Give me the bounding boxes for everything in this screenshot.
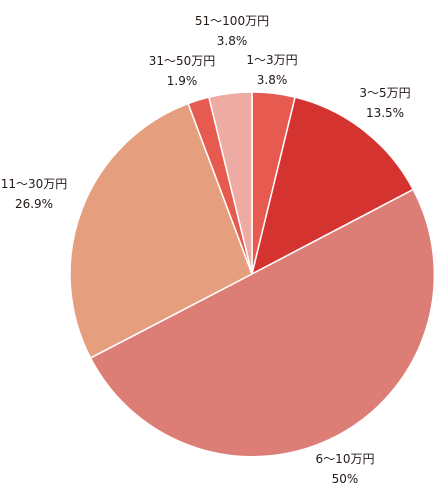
pie-slice: [69, 102, 253, 359]
slice-category-label: 11〜30万円: [1, 177, 68, 191]
slice-percent-label: 50%: [332, 472, 359, 484]
slice-percent-label: 1.9%: [167, 74, 198, 88]
slice-category-label: 51〜100万円: [195, 14, 269, 28]
slice-percent-label: 26.9%: [15, 197, 53, 211]
slice-category-label: 1〜3万円: [246, 53, 297, 67]
slice-percent-label: 3.8%: [257, 73, 288, 87]
slice-category-label: 6〜10万円: [316, 452, 375, 466]
pie-slice: [250, 96, 415, 276]
pie-slice: [208, 91, 253, 275]
slice-percent-label: 13.5%: [366, 106, 404, 120]
slice-category-label: 31〜50万円: [149, 54, 216, 68]
slice-category-label: 3〜5万円: [359, 86, 410, 100]
pie-slice: [89, 188, 435, 458]
slice-percent-label: 3.8%: [217, 34, 248, 48]
